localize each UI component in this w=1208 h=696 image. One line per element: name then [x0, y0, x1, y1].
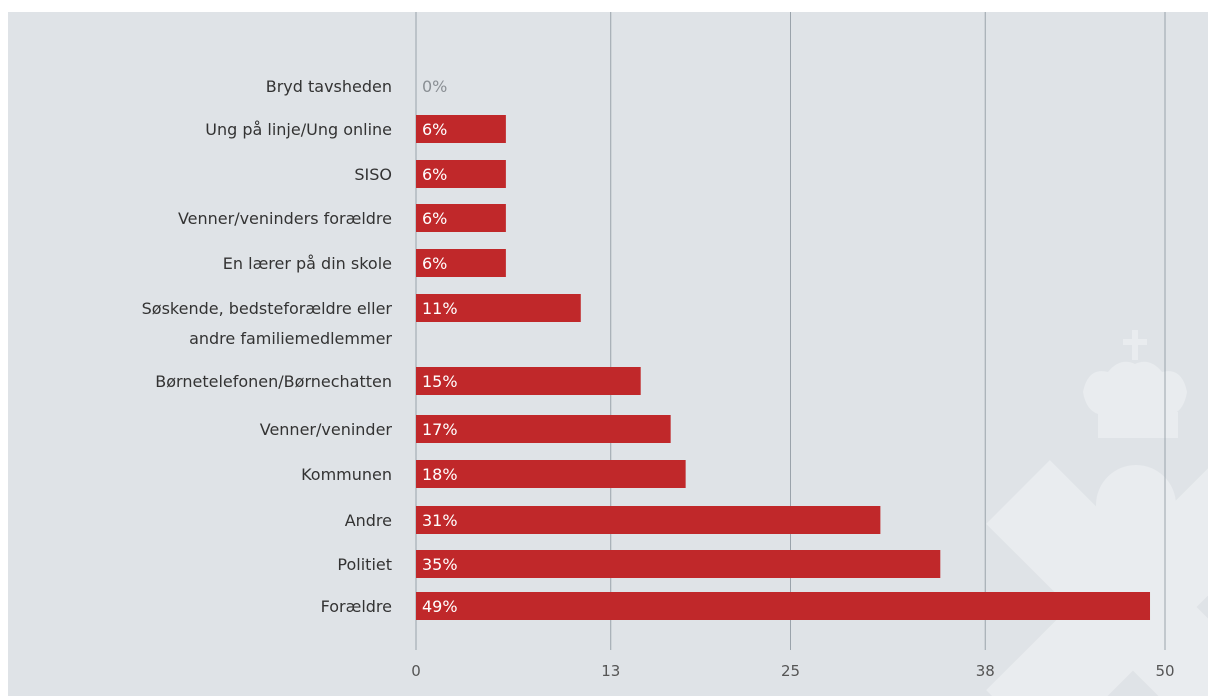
- category-label: Søskende, bedsteforældre eller andre fami…: [142, 299, 393, 348]
- data-label: 6%: [422, 209, 447, 228]
- category-label-line: Søskende, bedsteforældre eller: [142, 299, 393, 318]
- x-tick-label: 38: [976, 662, 995, 680]
- bar: [416, 506, 881, 534]
- category-label: Bryd tavsheden: [266, 77, 392, 96]
- data-label: 18%: [422, 465, 458, 484]
- data-label: 11%: [422, 299, 458, 318]
- bar-chart: 0 13 25 38 50 Bryd tavsheden 0% Ung på linje/Un…: [142, 12, 1175, 680]
- bar: [416, 294, 581, 322]
- x-tick-label: 50: [1155, 662, 1174, 680]
- bar: [416, 204, 506, 232]
- bar: [416, 160, 506, 188]
- bar: [416, 415, 671, 443]
- data-label: 0%: [422, 77, 447, 96]
- bar: [416, 460, 686, 488]
- data-label: 6%: [422, 120, 447, 139]
- category-label: Politiet: [337, 555, 392, 574]
- bar: [416, 249, 506, 277]
- category-label: Kommunen: [301, 465, 392, 484]
- data-label: 17%: [422, 420, 458, 439]
- category-label: Børnetelefonen/Børnechatten: [155, 372, 392, 391]
- category-label: Venner/veninders forældre: [178, 209, 392, 228]
- category-label: Forældre: [321, 597, 392, 616]
- data-label: 35%: [422, 555, 458, 574]
- x-tick-label: 25: [781, 662, 800, 680]
- bar: [416, 550, 941, 578]
- bar: [416, 592, 1151, 620]
- bar: [416, 367, 641, 395]
- data-label: 49%: [422, 597, 458, 616]
- data-label: 6%: [422, 254, 447, 273]
- category-label-line: andre familiemedlemmer: [189, 329, 392, 348]
- x-tick-label: 13: [601, 662, 620, 680]
- category-label: Venner/veninder: [260, 420, 393, 439]
- category-label: Andre: [345, 511, 392, 530]
- chart-panel: 0 13 25 38 50 Bryd tavsheden 0% Ung på linje/Un…: [8, 12, 1208, 696]
- category-label: Ung på linje/Ung online: [205, 120, 392, 139]
- data-label: 15%: [422, 372, 458, 391]
- bar: [416, 115, 506, 143]
- category-label: SISO: [354, 165, 392, 184]
- data-label: 6%: [422, 165, 447, 184]
- x-tick-label: 0: [411, 662, 421, 680]
- category-label: En lærer på din skole: [223, 254, 392, 273]
- data-label: 31%: [422, 511, 458, 530]
